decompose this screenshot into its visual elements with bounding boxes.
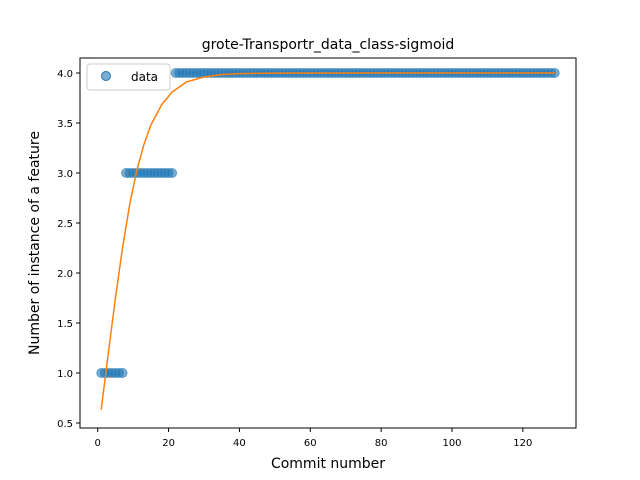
legend-box xyxy=(86,63,171,91)
x-tick-label: 0 xyxy=(95,438,101,449)
plot-area xyxy=(96,68,560,410)
y-tick-label: 1.5 xyxy=(57,319,73,330)
y-tick-label: 2.5 xyxy=(57,219,73,230)
x-tick-label: 40 xyxy=(233,438,246,449)
y-axis-label: Number of instance of a feature xyxy=(27,131,43,355)
y-tick-label: 2.0 xyxy=(57,269,73,280)
x-tick-label: 60 xyxy=(304,438,317,449)
sigmoid-fit-line xyxy=(100,72,556,410)
x-tick-label: 20 xyxy=(162,438,175,449)
axes-frame xyxy=(79,57,577,429)
x-axis-label: Commit number xyxy=(271,456,385,472)
x-tick-label: 80 xyxy=(375,438,388,449)
data-point xyxy=(167,168,178,178)
y-tick-label: 0.5 xyxy=(57,419,73,430)
x-tick-label: 120 xyxy=(513,438,532,449)
axis-ticks: 0 20 40 60 80 100 120 0.5 1.0 1.5 2.0 2.5 3.0 3.5 4.0 xyxy=(57,69,532,449)
chart-title: grote-Transportr_data_class-sigmoid xyxy=(202,37,455,53)
y-tick-label: 4.0 xyxy=(57,69,73,80)
data-point xyxy=(117,368,128,378)
x-tick-label: 100 xyxy=(442,438,461,449)
legend-marker xyxy=(101,71,111,81)
y-tick-label: 3.5 xyxy=(57,119,73,130)
legend-label: data xyxy=(131,70,158,84)
y-tick-label: 1.0 xyxy=(57,369,73,380)
y-tick-label: 3.0 xyxy=(57,169,73,180)
legend: data xyxy=(86,63,171,91)
